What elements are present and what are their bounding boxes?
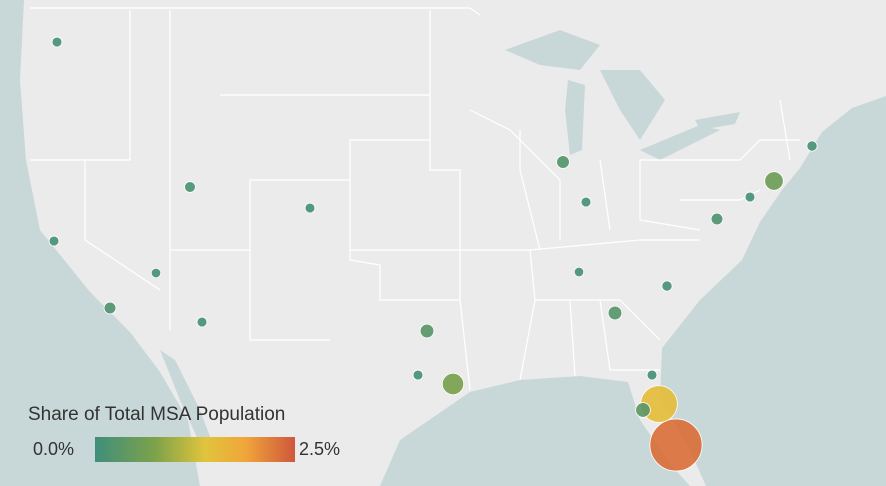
msa-bubble (649, 418, 703, 472)
state-borders (30, 7, 800, 391)
msa-bubble (806, 140, 818, 152)
msa-bubble (646, 369, 658, 381)
bubbles (48, 36, 818, 472)
msa-bubble (635, 402, 651, 418)
atlantic (660, 0, 886, 486)
msa-bubble (441, 372, 465, 396)
great-lakes (505, 30, 740, 160)
msa-bubble (573, 266, 585, 278)
color-scale (95, 437, 295, 462)
msa-bubble (744, 191, 756, 203)
msa-bubble (412, 369, 424, 381)
msa-bubble (304, 202, 316, 214)
msa-bubble (51, 36, 63, 48)
legend-min-label: 0.0% (33, 439, 74, 459)
pacific (0, 0, 200, 486)
msa-bubble (103, 301, 117, 315)
legend-title: Share of Total MSA Population (28, 404, 285, 425)
msa-bubble (184, 181, 196, 193)
msa-bubble (196, 316, 208, 328)
msa-bubble (580, 196, 592, 208)
msa-bubble (150, 267, 162, 279)
legend-max-label: 2.5% (299, 439, 340, 459)
msa-bubble (607, 305, 623, 321)
gulf-of-california (160, 350, 215, 455)
msa-bubble (48, 235, 60, 247)
msa-bubble (710, 212, 724, 226)
gulf-of-mexico (380, 376, 690, 486)
msa-bubble (764, 171, 784, 191)
msa-bubble (419, 323, 435, 339)
msa-bubble (556, 155, 570, 169)
msa-bubble (661, 280, 673, 292)
